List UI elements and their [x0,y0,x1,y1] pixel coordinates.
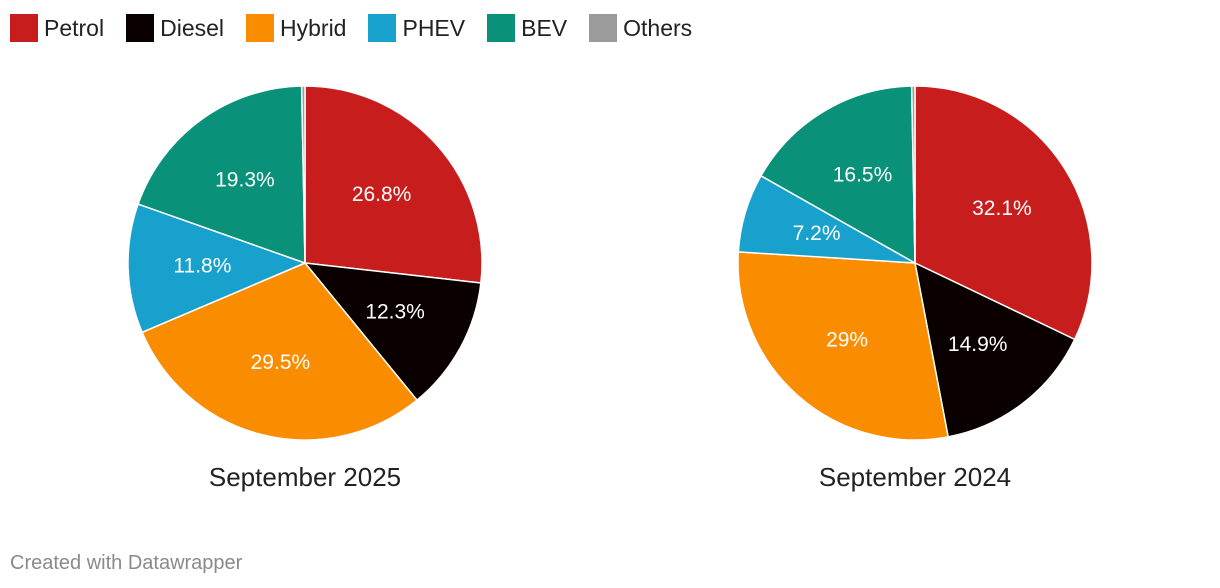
legend-item-diesel: Diesel [126,14,224,42]
slice-label-diesel: 12.3% [365,301,425,324]
pie-title-september-2024: September 2024 [819,462,1011,492]
pie-slice-hybrid [141,262,418,441]
pie-slice-bev [137,85,306,264]
legend-label-bev: BEV [521,15,568,41]
pie-slice-bev [760,85,916,264]
legend-swatch-petrol [10,14,38,42]
legend-swatch-diesel [126,14,155,42]
legend-item-hybrid: Hybrid [246,14,346,42]
pie-title-september-2025: September 2025 [209,462,401,492]
legend-item-others: Others [589,14,692,42]
slice-label-diesel: 14.9% [948,333,1008,356]
legend-swatch-hybrid [246,14,275,42]
legend-label-others: Others [623,15,693,41]
slice-label-petrol: 26.8% [352,183,412,206]
slice-label-hybrid: 29% [826,329,868,352]
legend-label-hybrid: Hybrid [280,15,347,41]
pie-slice-diesel [304,262,482,401]
slice-label-bev: 16.5% [833,163,893,186]
pie-slice-diesel [914,262,1076,438]
legend-label-petrol: Petrol [44,15,105,41]
slice-label-phev: 7.2% [793,222,841,245]
pie-chart-september-2025: 26.8% 12.3% 29.5% 11.8% 19.3% September 2025 [127,85,483,492]
pie-slice-others [910,85,916,264]
pie-chart-september-2024: 32.1% 14.9% 29% 7.2% 16.5% September 2024 [737,85,1093,492]
legend-label-diesel: Diesel [160,15,225,41]
pie-slice-petrol [304,85,483,284]
slice-label-phev: 11.8% [173,255,231,278]
legend-item-petrol: Petrol [10,14,104,42]
pie-slice-petrol [914,85,1093,341]
chart-legend: Petrol Diesel Hybrid PHEV BEV Others [10,14,692,42]
pie-slice-phev [127,203,306,334]
legend-item-phev: PHEV [368,14,465,42]
datawrapper-credit: Created with Datawrapper [10,552,243,574]
pie-slice-others [300,85,306,264]
legend-swatch-others [589,14,618,42]
legend-item-bev: BEV [487,14,567,42]
slice-label-hybrid: 29.5% [251,351,311,374]
legend-swatch-bev [487,14,516,42]
legend-label-phev: PHEV [402,15,466,41]
slice-label-petrol: 32.1% [972,197,1032,220]
legend-swatch-phev [368,14,397,42]
pie-slice-hybrid [737,251,949,441]
slice-label-bev: 19.3% [215,168,275,191]
